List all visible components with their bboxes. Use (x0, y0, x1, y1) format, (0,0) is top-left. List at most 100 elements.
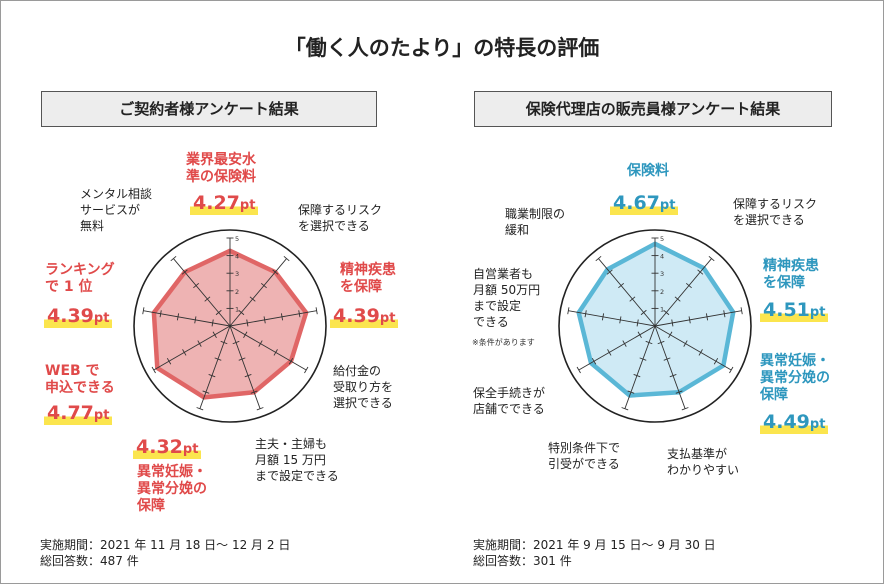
left-tick-2-2 (263, 316, 266, 324)
right-cat-mental-illness-label: 精神疾患 を保障 (763, 258, 819, 291)
left-value-mental-illness: 4.39pt (330, 305, 399, 330)
left-tick-5-4 (202, 390, 210, 394)
left-tick-4-3 (244, 373, 252, 378)
right-axis-3 (654, 325, 732, 371)
right-cat-special-conditions-label: 特別条件下で 引受ができる (548, 441, 621, 471)
left-tick-2-4 (298, 310, 301, 318)
left-tick-7-4 (159, 310, 162, 318)
right-axis-1 (654, 258, 712, 327)
right-tick-1-1 (663, 309, 670, 316)
left-tick-5-1 (220, 340, 228, 345)
left-tick-3-1 (243, 331, 248, 339)
right-cat-self-employed-label: 自営業者も 月額 50万円 まで設定 できる (473, 267, 541, 329)
left-tick-3-4 (288, 357, 294, 365)
right-tick-label-4: 4 (660, 253, 664, 261)
left-cat-homemaker-label: 主夫・主婦も 月額 15 万円 まで設定できる (255, 437, 339, 483)
left-tick-5-3 (208, 373, 216, 378)
right-tick-3-5 (729, 366, 734, 374)
radar-right: 1 2 3 4 5 (558, 229, 752, 423)
right-cat-payment-criteria-label: 支払基準が わかりやすい (667, 447, 740, 477)
right-axis-6 (578, 325, 656, 371)
right-tick-7-4 (584, 310, 587, 318)
right-tick-2-4 (723, 310, 726, 318)
left-axis-4 (229, 325, 261, 409)
right-cat-premium-label: 保険料 (627, 163, 669, 179)
left-tick-1-5 (283, 255, 290, 262)
right-tick-1-4 (697, 269, 704, 275)
right-axis-4 (654, 325, 686, 409)
left-tick-1-1 (238, 309, 245, 316)
right-tick-4-4 (675, 390, 683, 394)
left-cat-abnormal-pregnancy-label: 異常妊娠・ 異常分娩の 保障 (137, 464, 207, 514)
left-tick-4-2 (238, 357, 246, 361)
left-tick-3-5 (304, 366, 309, 374)
right-tick-2-3 (705, 313, 709, 321)
left-value-ranking: 4.39pt (44, 305, 113, 330)
left-tick-label-1: 1 (235, 305, 239, 313)
left-cat-web-apply-label: WEB で 申込できる (45, 363, 115, 396)
left-tick-6-5 (151, 366, 156, 374)
left-tick-8-2 (204, 296, 211, 302)
right-tick-5-4 (627, 390, 635, 394)
left-cat-benefit-method-label: 給付金の 受取り方を 選択できる (333, 364, 394, 410)
right-condition-note: ※条件があります (472, 338, 535, 347)
right-tick-6-4 (591, 357, 597, 365)
left-value-lowest-premium: 4.27pt (190, 192, 259, 217)
right-cat-occupation-limit-label: 職業制限の 緩和 (505, 207, 566, 237)
left-tick-5-2 (214, 357, 222, 361)
left-tick-8-5 (170, 255, 177, 262)
right-tick-label-2: 2 (660, 288, 664, 296)
right-axis-8 (598, 258, 656, 327)
left-tick-7-5 (142, 307, 145, 315)
right-tick-1-2 (674, 296, 681, 302)
left-tick-6-1 (212, 331, 217, 339)
right-tick-5-3 (633, 373, 641, 378)
left-value-abnormal-pregnancy: 4.32pt (133, 436, 202, 461)
right-tick-4-3 (669, 373, 677, 378)
right-cat-abnormal-pregnancy-label: 異常妊娠・ 異常分娩の 保障 (760, 353, 830, 403)
left-tick-7-2 (194, 316, 197, 324)
right-tick-2-5 (740, 307, 743, 315)
right-tick-6-2 (622, 340, 627, 347)
right-tick-4-2 (663, 357, 671, 361)
left-tick-6-4 (166, 357, 172, 365)
left-tick-label-2: 2 (235, 288, 239, 296)
left-cat-mental-consult-label: メンタル相談 サービスが 無料 (80, 187, 153, 233)
left-axis-7 (143, 310, 231, 327)
left-tick-8-1 (215, 309, 222, 316)
right-tick-8-2 (629, 296, 636, 302)
right-tick-4-1 (657, 340, 665, 345)
left-tick-1-2 (249, 296, 256, 302)
right-tick-5-2 (639, 357, 647, 361)
left-tick-2-3 (280, 313, 284, 321)
right-panel-title: 保険代理店の販売員様アンケート結果 (474, 91, 832, 127)
left-tick-label-4: 4 (235, 253, 239, 261)
left-tick-label-3: 3 (235, 270, 239, 278)
left-tick-4-5 (256, 407, 264, 411)
right-tick-label-5: 5 (660, 235, 664, 243)
right-value-mental-illness: 4.51pt (760, 299, 829, 324)
left-tick-7-3 (176, 313, 180, 321)
left-tick-1-3 (260, 282, 267, 289)
right-tick-7-1 (636, 319, 639, 327)
left-axis-2 (229, 310, 317, 327)
right-value-premium: 4.67pt (610, 192, 679, 217)
right-tick-6-1 (637, 331, 642, 339)
right-cat-store-procedure-label: 保全手続きが 店舗でできる (473, 386, 546, 416)
right-tick-label-1: 1 (660, 305, 664, 313)
right-tick-8-5 (595, 255, 602, 262)
left-tick-8-3 (193, 282, 200, 289)
right-tick-6-3 (607, 349, 612, 356)
right-tick-label-3: 3 (660, 270, 664, 278)
left-tick-7-1 (211, 319, 214, 327)
left-cat-lowest-premium-label: 業界最安水 準の保険料 (186, 152, 256, 185)
right-tick-3-2 (683, 340, 688, 347)
right-tick-3-4 (713, 357, 719, 365)
left-tick-label-5: 5 (235, 235, 239, 243)
right-tick-1-3 (685, 282, 692, 289)
left-footer-count: 総回答数：487 件 (40, 554, 139, 568)
left-axis-8 (173, 258, 231, 327)
right-tick-5-1 (645, 340, 653, 345)
left-tick-2-1 (246, 319, 249, 327)
right-tick-4-5 (681, 407, 689, 411)
